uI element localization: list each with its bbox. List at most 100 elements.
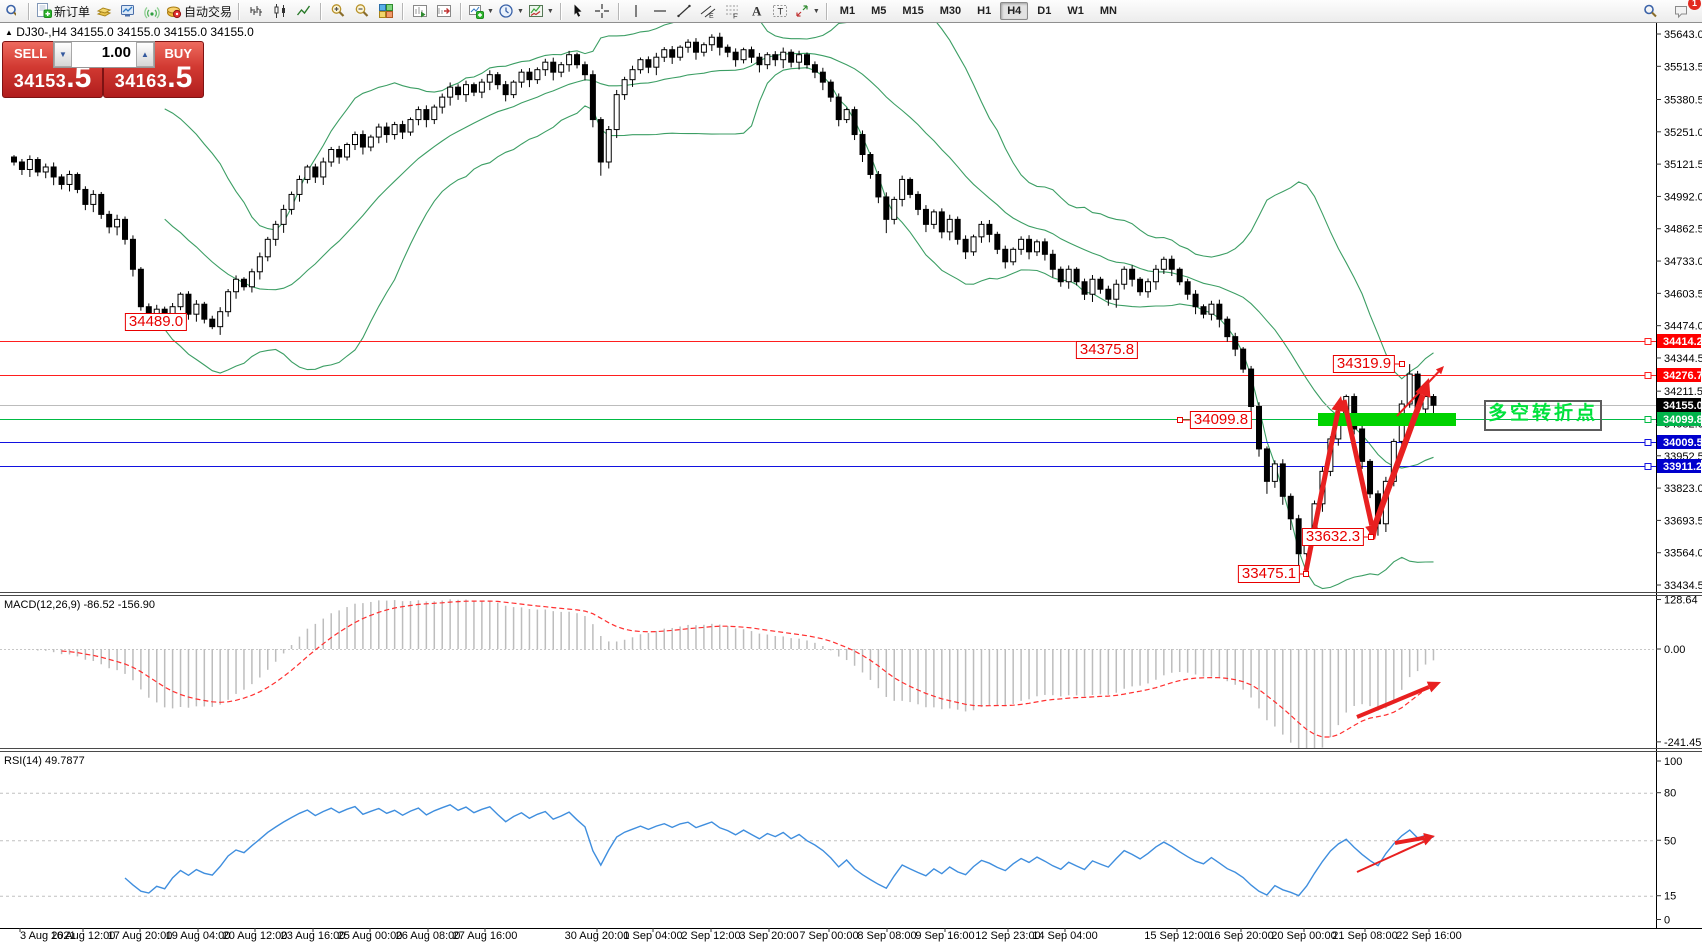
axis-price-box (1657, 368, 1701, 382)
trendline-icon[interactable] (672, 1, 696, 21)
time-tick-label: 7 Sep 00:00 (799, 930, 858, 942)
price-annotation-label[interactable]: 34375.8 (1075, 341, 1139, 359)
svg-text:F: F (733, 12, 738, 20)
time-tick-label: 20 Sep 00:00 (1271, 930, 1336, 942)
axis-price-box (1657, 398, 1701, 412)
rsi-line (124, 804, 1434, 897)
time-tick-label: 16 Aug 12:00 (51, 930, 116, 942)
dropdown-caret-icon[interactable]: ▼ (812, 7, 820, 15)
time-tick-label: 2 Sep 12:00 (681, 930, 740, 942)
search-partial-icon[interactable] (0, 1, 24, 21)
time-tick-label: 3 Aug 2021 (20, 930, 76, 942)
price-annotation-label[interactable]: 34489.0 (124, 313, 188, 331)
zoom-out-icon[interactable] (350, 1, 374, 21)
trend-arrow[interactable] (1396, 366, 1444, 417)
label-anchor[interactable] (1368, 534, 1374, 540)
chart-shift-icon[interactable] (432, 1, 456, 21)
label-anchor[interactable] (1303, 571, 1309, 577)
chart-ohlc: 34155.0 34155.0 34155.0 34155.0 (70, 25, 254, 39)
turning-point-text-label[interactable]: 多空转折点 (1484, 400, 1602, 431)
axis-price-box (1657, 412, 1701, 426)
arrows-icon[interactable]: ▼ (792, 1, 822, 21)
price-axis[interactable]: 35643.0 35513.5 35380.5 35251.0 35121.5 34992… (1656, 29, 1702, 927)
line-handle[interactable] (1644, 439, 1652, 446)
macd-arrow[interactable] (1356, 681, 1441, 719)
toolbar-right-group: 1 (1638, 0, 1702, 21)
time-tick-label: 1 Sep 04:00 (623, 930, 682, 942)
rsi-tick: 0 (1664, 915, 1670, 927)
line-handle[interactable] (1644, 463, 1652, 470)
crosshair-icon[interactable] (590, 1, 614, 21)
rsi-arrow[interactable] (1394, 833, 1435, 845)
bar-chart-icon[interactable] (244, 1, 268, 21)
timeframe-M30[interactable]: M30 (939, 5, 962, 17)
svg-text:A: A (752, 4, 762, 19)
fibonacci-icon[interactable]: F (720, 1, 744, 21)
axis-price-box-value: 34276.7 (1663, 370, 1702, 382)
price-annotation-label[interactable]: 34099.8 (1189, 411, 1253, 429)
buy-label: BUY (164, 46, 192, 61)
timeframe-H4[interactable]: H4 (1000, 2, 1029, 20)
line-handle[interactable] (1644, 416, 1652, 423)
dropdown-caret-icon[interactable]: ▼ (516, 7, 524, 15)
line-handle[interactable] (1644, 338, 1652, 345)
support-zone-highlight[interactable] (1318, 413, 1456, 426)
zoom-in-icon[interactable] (326, 1, 350, 21)
timeframe-D1[interactable]: D1 (1037, 5, 1052, 17)
label-anchor[interactable] (1177, 417, 1183, 423)
new-order-button[interactable]: 新订单 (34, 1, 92, 21)
axis-price-box-value: 34009.5 (1663, 437, 1702, 449)
price-annotation-label[interactable]: 33475.1 (1237, 565, 1301, 583)
timeframe-H1[interactable]: H1 (977, 5, 992, 17)
sell-label: SELL (14, 46, 48, 61)
text-icon[interactable]: A (744, 1, 768, 21)
text-label-icon[interactable]: T (768, 1, 792, 21)
axis-price-box (1657, 435, 1701, 449)
signals-icon[interactable] (140, 1, 164, 21)
search-icon[interactable] (1638, 1, 1662, 21)
candle-chart-icon[interactable] (268, 1, 292, 21)
dropdown-caret-icon[interactable]: ▼ (487, 7, 494, 15)
period-icon[interactable]: ▼ (496, 1, 526, 21)
price-tick: 35121.5 (1664, 159, 1702, 171)
toolbar-separator (617, 2, 620, 20)
toolbar-separator (320, 2, 323, 20)
price-annotation-label[interactable]: 33632.3 (1301, 528, 1365, 546)
time-tick-label: 15 Sep 12:00 (1144, 930, 1209, 942)
auto-trading-button[interactable]: 自动交易 (164, 1, 234, 21)
price-tick: 34733.0 (1664, 256, 1702, 268)
market-watch-icon[interactable] (116, 1, 140, 21)
new-chart-icon[interactable]: ▼ (466, 1, 496, 21)
chart-symbol: DJ30-,H4 (16, 25, 67, 39)
line-handle[interactable] (1644, 372, 1652, 379)
request-quote-icon[interactable] (92, 1, 116, 21)
chart-title: ▲ DJ30-,H4 34155.0 34155.0 34155.0 34155… (5, 25, 254, 39)
volume-up-button[interactable]: ▲ (136, 42, 154, 67)
dropdown-caret-icon[interactable]: ▼ (546, 7, 554, 15)
timeframe-M5[interactable]: M5 (871, 5, 887, 17)
timeframe-W1[interactable]: W1 (1067, 5, 1084, 17)
label-anchor[interactable] (1399, 361, 1405, 367)
collapse-marker-icon[interactable]: ▲ (5, 28, 13, 37)
toolbar-separator (402, 2, 405, 20)
timeframe-M15[interactable]: M15 (902, 5, 924, 17)
volume-down-button[interactable]: ▼ (54, 42, 72, 67)
line-chart-icon[interactable] (292, 1, 316, 21)
price-annotation-label[interactable]: 34319.9 (1332, 355, 1396, 373)
timeframe-MN[interactable]: MN (1099, 5, 1117, 17)
template-icon[interactable]: ▼ (526, 1, 556, 21)
tile-windows-icon[interactable] (374, 1, 398, 21)
vline-icon[interactable] (624, 1, 648, 21)
timeframe-M1[interactable]: M1 (839, 5, 856, 17)
volume-input[interactable]: 1.00 (72, 42, 136, 67)
channel-icon[interactable]: E (696, 1, 720, 21)
toolbar-separator (559, 2, 562, 20)
cursor-icon[interactable] (566, 1, 590, 21)
axis-price-box (1657, 459, 1701, 473)
macd-signal-line (61, 600, 1434, 738)
notifications-icon[interactable]: 1 (1670, 0, 1701, 21)
price-tick: 33564.0 (1664, 548, 1702, 560)
auto-scroll-icon[interactable] (408, 1, 432, 21)
hline-icon[interactable] (648, 1, 672, 21)
